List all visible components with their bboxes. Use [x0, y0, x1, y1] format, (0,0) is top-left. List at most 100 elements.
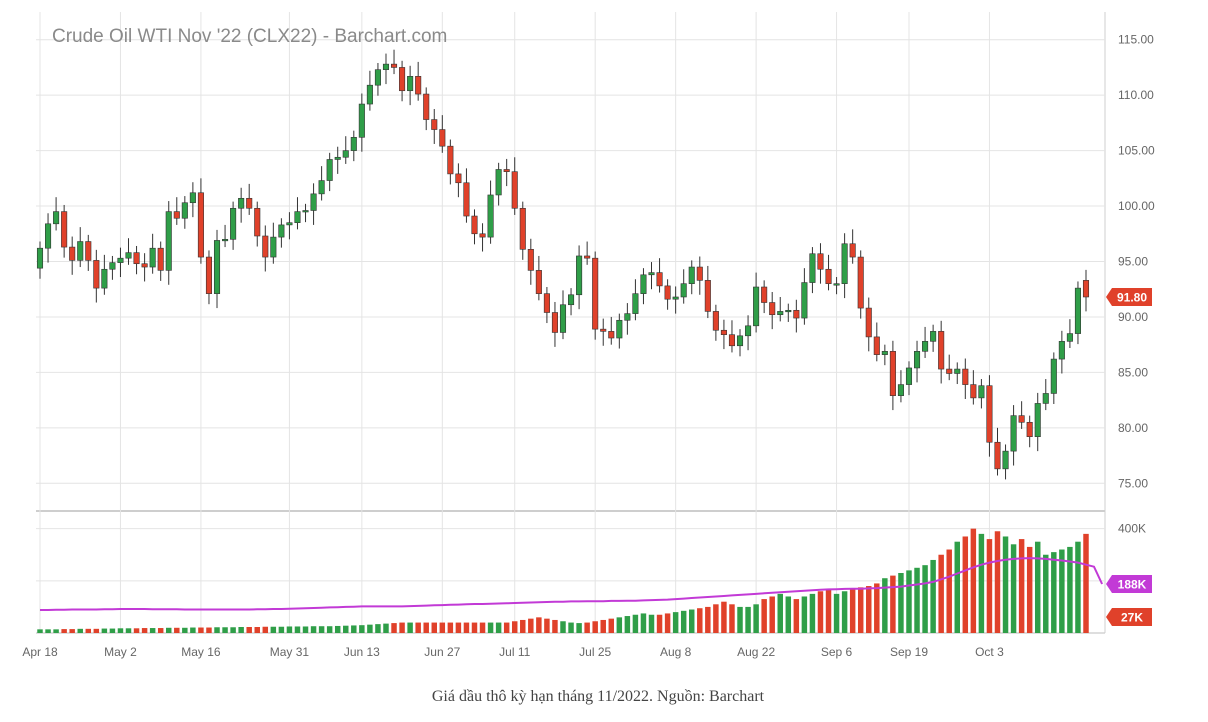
price-tick-label: 90.00	[1118, 310, 1148, 324]
candle-body	[85, 241, 92, 261]
candle-body	[109, 262, 116, 270]
volume-bar	[101, 628, 108, 633]
candle-body	[222, 239, 229, 242]
candle-body	[141, 263, 148, 268]
candle	[1042, 379, 1049, 411]
volume-bar	[198, 627, 204, 633]
price-tick-label: 115.00	[1118, 33, 1154, 47]
candle-body	[36, 247, 44, 269]
volume-bar	[174, 627, 180, 633]
candle	[366, 70, 373, 111]
candle	[1026, 415, 1033, 448]
candle	[407, 65, 414, 106]
candle	[704, 265, 711, 319]
candlestick-chart: Crude Oil WTI Nov '22 (CLX22) - Barchart…	[22, 12, 1155, 659]
volume-bar	[656, 614, 663, 633]
candle	[342, 136, 349, 164]
date-tick-label: Sep 19	[890, 645, 928, 659]
volume-bar	[592, 621, 598, 633]
candle	[197, 178, 204, 264]
candles	[36, 49, 1090, 480]
volume-bar	[125, 628, 132, 633]
volume-bar	[487, 622, 494, 633]
volume-bar	[737, 606, 743, 633]
candle	[1018, 401, 1025, 429]
candle	[801, 268, 808, 325]
candle-body	[656, 272, 663, 287]
candle-body	[61, 211, 68, 248]
candle-body	[366, 84, 373, 105]
candle	[181, 196, 188, 229]
candle-body	[930, 331, 937, 342]
volume-bar	[182, 627, 188, 633]
volume-bar	[1034, 541, 1041, 633]
volume-bar	[93, 628, 100, 633]
volume-bar	[415, 622, 421, 633]
candle-body	[246, 197, 253, 209]
candle	[897, 370, 904, 403]
date-tick-label: May 2	[104, 645, 137, 659]
candle-body	[358, 103, 365, 138]
candle-body	[189, 192, 196, 204]
candle-body	[1066, 333, 1073, 342]
candle-body	[463, 182, 470, 217]
candle-body	[165, 211, 172, 271]
candle-body	[568, 294, 575, 306]
price-tick-label: 95.00	[1118, 255, 1148, 269]
candle	[318, 166, 325, 201]
candle	[326, 152, 333, 192]
candle	[1074, 281, 1081, 345]
candle	[865, 297, 872, 352]
volume-bar	[1026, 546, 1033, 633]
volume-bar	[1043, 554, 1049, 633]
candle	[777, 296, 784, 322]
candle-body	[439, 129, 446, 147]
volume-bar	[769, 596, 775, 633]
candle	[382, 53, 390, 85]
volume-bar	[117, 628, 124, 633]
candle-body	[447, 145, 454, 175]
candle-body	[133, 252, 140, 265]
volume-bar	[528, 618, 534, 633]
volume-bar	[262, 626, 269, 633]
volume-bar	[616, 617, 623, 633]
candle	[471, 209, 478, 245]
candle	[656, 258, 663, 293]
chart-container: Crude Oil WTI Nov '22 (CLX22) - Barchart…	[22, 12, 1155, 659]
candle-body	[849, 243, 856, 258]
volume-bar	[600, 619, 606, 633]
volume-bar	[214, 627, 220, 633]
candle-body	[1026, 421, 1033, 438]
candle	[173, 197, 180, 225]
candle-body	[286, 222, 293, 226]
candle-body	[785, 309, 792, 313]
candle	[833, 277, 840, 295]
volume-bar	[954, 541, 960, 633]
volume-bar	[584, 622, 590, 633]
candle	[769, 291, 776, 330]
candle	[310, 183, 317, 225]
candle-body	[1050, 358, 1057, 394]
candle	[930, 324, 937, 352]
volume-bar	[689, 609, 695, 633]
candle	[568, 288, 575, 316]
candle	[616, 313, 623, 349]
last-price-label: 91.80	[1106, 287, 1152, 306]
volume-bar	[37, 629, 43, 633]
candle-body	[640, 274, 647, 294]
volume-bar	[391, 623, 397, 633]
candle-body	[769, 302, 776, 316]
price-tick-label: 100.00	[1118, 199, 1155, 213]
candle	[511, 157, 518, 215]
candle-body	[238, 197, 245, 209]
axis-price-labels: 91.80 188K 27K	[1106, 287, 1152, 626]
candle	[149, 233, 156, 274]
volume-bar	[157, 628, 164, 633]
volume-bar	[1059, 549, 1065, 633]
grid-lines	[36, 12, 1106, 634]
candle	[262, 225, 269, 272]
volume-bar	[841, 591, 848, 633]
last-volume-label-shape	[1106, 607, 1152, 626]
volume-bar	[1010, 544, 1017, 633]
candle	[117, 247, 124, 278]
